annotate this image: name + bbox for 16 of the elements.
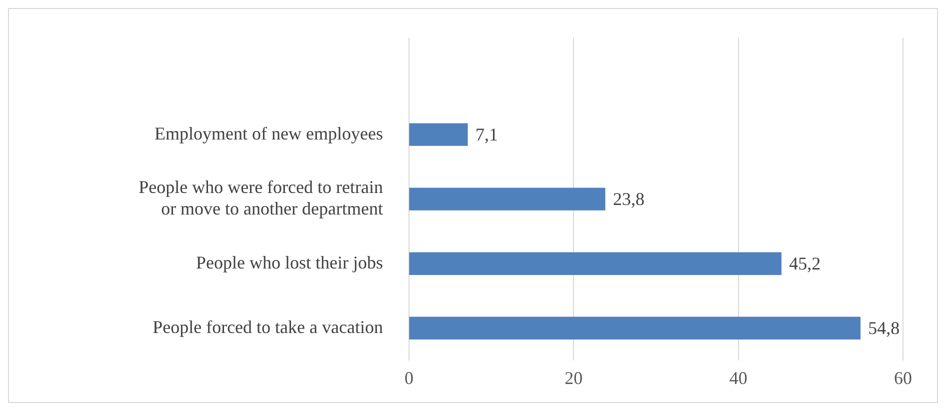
- y-tick-label: People forced to take a vacation: [152, 316, 383, 337]
- data-label: 7,1: [475, 124, 498, 144]
- data-label: 54,8: [868, 318, 900, 338]
- x-tick-label: 0: [404, 368, 414, 388]
- y-tick-label: Employment of new employees: [154, 123, 383, 144]
- x-tick-label: 20: [564, 368, 583, 388]
- bar: [409, 316, 861, 340]
- data-label: 23,8: [612, 188, 644, 209]
- x-tick-label: 40: [729, 368, 748, 388]
- data-label: 45,2: [789, 253, 821, 274]
- bar: [409, 123, 468, 146]
- bar: [409, 252, 782, 275]
- x-tick-label: 60: [894, 368, 912, 388]
- bar: [409, 188, 606, 210]
- y-tick-label: People who lost their jobs: [196, 252, 383, 272]
- y-tick-label: People who were forced to retrain or move to another department: [138, 177, 383, 219]
